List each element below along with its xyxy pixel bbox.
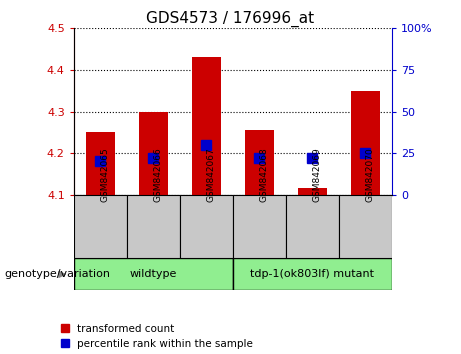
Text: wildtype: wildtype	[130, 269, 177, 279]
Text: GSM842069: GSM842069	[312, 148, 321, 202]
Text: GSM842070: GSM842070	[365, 148, 374, 202]
Bar	[298, 188, 327, 195]
Bar	[245, 130, 274, 195]
Bar	[286, 195, 339, 258]
Bar	[233, 258, 392, 290]
Bar	[86, 132, 115, 195]
Text: GSM842065: GSM842065	[100, 148, 109, 202]
Text: GDS4573 / 176996_at: GDS4573 / 176996_at	[147, 11, 314, 27]
Bar	[74, 195, 127, 258]
Text: GSM842067: GSM842067	[206, 148, 215, 202]
Bar	[139, 112, 168, 195]
Bar	[351, 91, 380, 195]
Bar	[192, 57, 221, 195]
Text: genotype/variation: genotype/variation	[5, 269, 111, 279]
Bar	[74, 258, 233, 290]
Text: tdp-1(ok803lf) mutant: tdp-1(ok803lf) mutant	[250, 269, 374, 279]
Bar	[127, 195, 180, 258]
Text: GSM842066: GSM842066	[153, 148, 162, 202]
Bar	[339, 195, 392, 258]
Bar	[180, 195, 233, 258]
Bar	[233, 195, 286, 258]
Legend: transformed count, percentile rank within the sample: transformed count, percentile rank withi…	[60, 324, 253, 349]
Text: GSM842068: GSM842068	[259, 148, 268, 202]
